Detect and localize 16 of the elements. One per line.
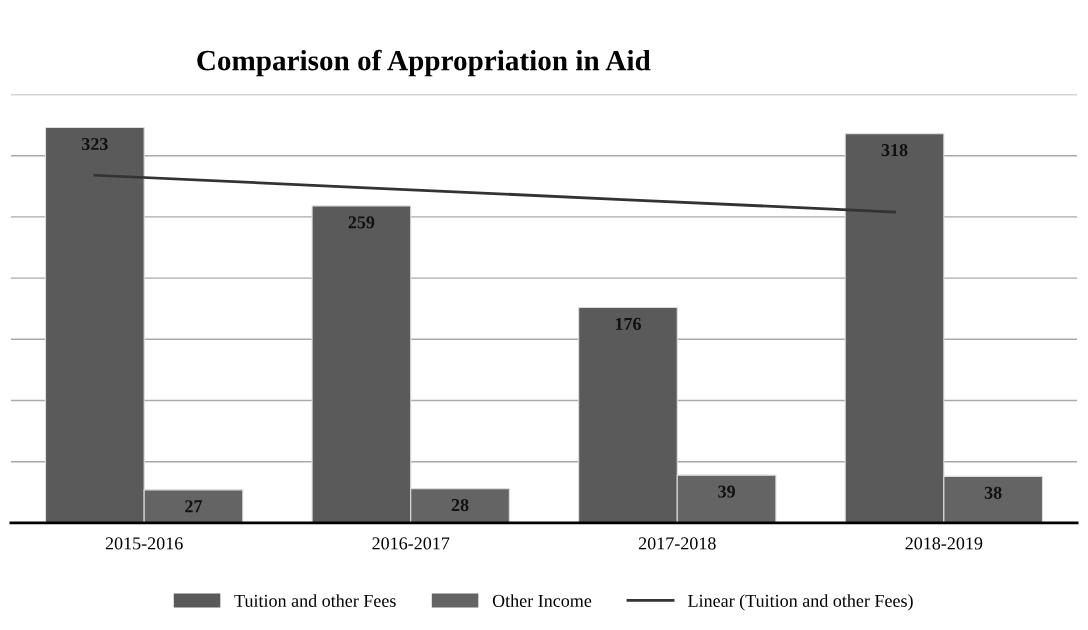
data-label: 27	[185, 500, 203, 513]
data-label: 176	[615, 317, 641, 330]
x-tick-label: 2018-2019	[905, 537, 983, 550]
data-label: 38	[984, 486, 1002, 499]
data-label: 259	[348, 216, 375, 229]
legend-label: Other Income	[492, 594, 592, 607]
legend-label: Linear (Tuition and other Fees)	[688, 594, 913, 611]
chart-title: Comparison of Appropriation in Aid	[197, 49, 651, 77]
data-label: 28	[451, 498, 469, 512]
data-label: 39	[718, 485, 735, 498]
x-tick-label: 2016-2017	[372, 537, 450, 550]
data-label: 318	[881, 143, 908, 157]
legend-label: Tuition and other Fees	[234, 594, 396, 607]
data-label: 323	[81, 137, 108, 151]
x-tick-label: 2015-2016	[105, 537, 183, 550]
x-tick-label: 2017-2018	[638, 537, 716, 550]
